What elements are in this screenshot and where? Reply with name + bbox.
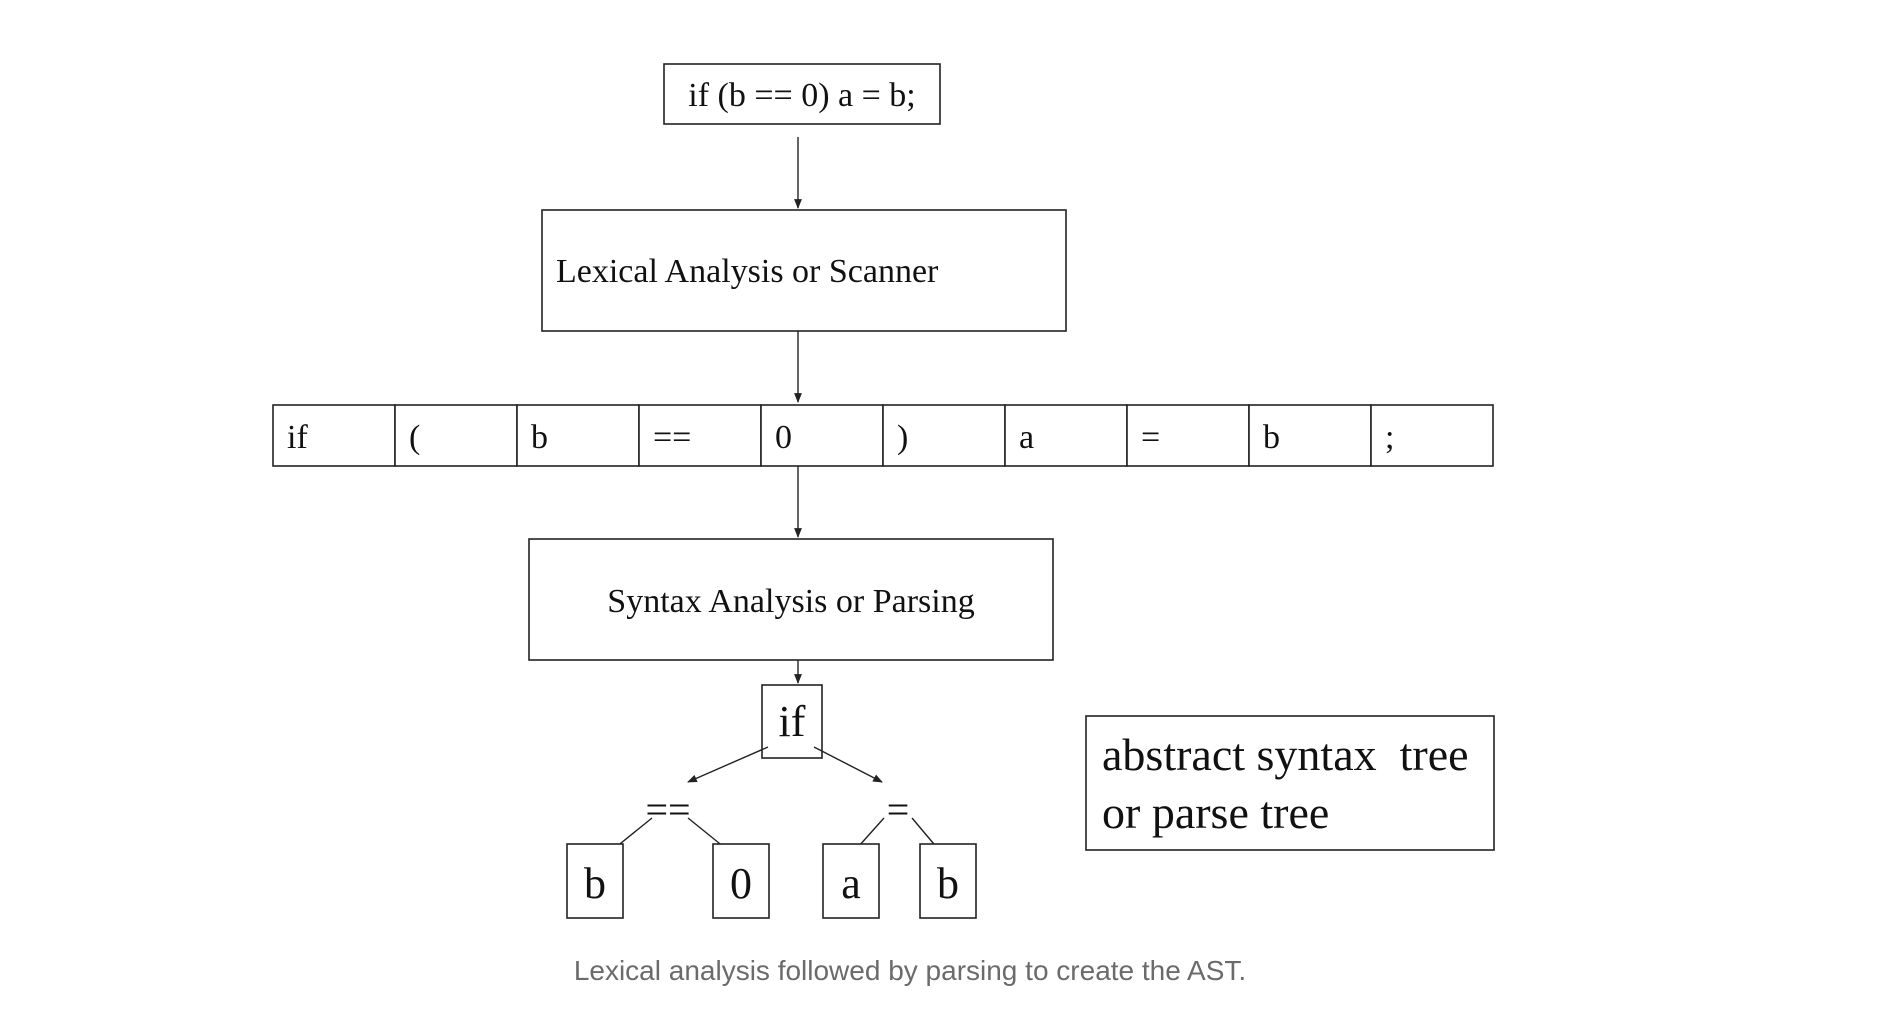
token-label: b — [1263, 419, 1280, 456]
ast-leaf-label: a — [841, 859, 861, 908]
source-statement-node: if (b == 0) a = b; — [663, 63, 941, 125]
lexer-stage-node: Lexical Analysis or Scanner — [541, 209, 1067, 332]
source-statement-text: if (b == 0) a = b; — [688, 77, 915, 114]
tree-label-line-1: abstract syntax tree — [1102, 729, 1469, 780]
ast-leaf-label: 0 — [730, 859, 752, 908]
token-label: ; — [1385, 419, 1394, 456]
ast-leaf-node: b — [919, 843, 977, 919]
token-cell: b — [516, 404, 640, 467]
token-label: == — [653, 419, 691, 456]
token-label: ( — [409, 419, 420, 456]
lexer-stage-label: Lexical Analysis or Scanner — [556, 253, 939, 290]
ast-root-node: if — [761, 684, 823, 759]
edge-root-to-assignment — [813, 746, 883, 783]
ast-leaf-node: 0 — [712, 843, 770, 919]
edge-root-to-equality — [687, 746, 769, 783]
token-cell: b — [1248, 404, 1372, 467]
token-label: = — [1141, 419, 1160, 456]
tree-label-line-2: or parse tree — [1102, 787, 1329, 838]
token-cell: == — [638, 404, 762, 467]
ast-leaves: b 0 a b — [566, 843, 977, 919]
ast-leaf-node: a — [822, 843, 880, 919]
token-cell: ( — [394, 404, 518, 467]
ast-equality-operator: == — [645, 787, 690, 832]
ast-leaf-node: b — [566, 843, 624, 919]
token-label: a — [1019, 419, 1034, 456]
token-label: if — [287, 419, 308, 456]
ast-root-label: if — [779, 697, 806, 746]
token-label: ) — [897, 419, 908, 456]
parser-stage-node: Syntax Analysis or Parsing — [528, 538, 1054, 661]
token-cell: a — [1004, 404, 1128, 467]
ast-assignment-operator: = — [887, 787, 910, 832]
token-cell: = — [1126, 404, 1250, 467]
token-cell: ) — [882, 404, 1006, 467]
figure-caption: Lexical analysis followed by parsing to … — [573, 955, 1247, 986]
tree-label-box: abstract syntax tree or parse tree — [1085, 715, 1495, 851]
parser-stage-label: Syntax Analysis or Parsing — [607, 583, 974, 620]
token-cell: ; — [1370, 404, 1494, 467]
ast-leaf-label: b — [584, 859, 606, 908]
token-label: b — [531, 419, 548, 456]
token-stream: if ( b == 0) a = b; — [272, 404, 1494, 467]
token-label: 0 — [775, 419, 792, 456]
token-cell: if — [272, 404, 396, 467]
ast-leaf-label: b — [937, 859, 959, 908]
token-cell: 0 — [760, 404, 884, 467]
